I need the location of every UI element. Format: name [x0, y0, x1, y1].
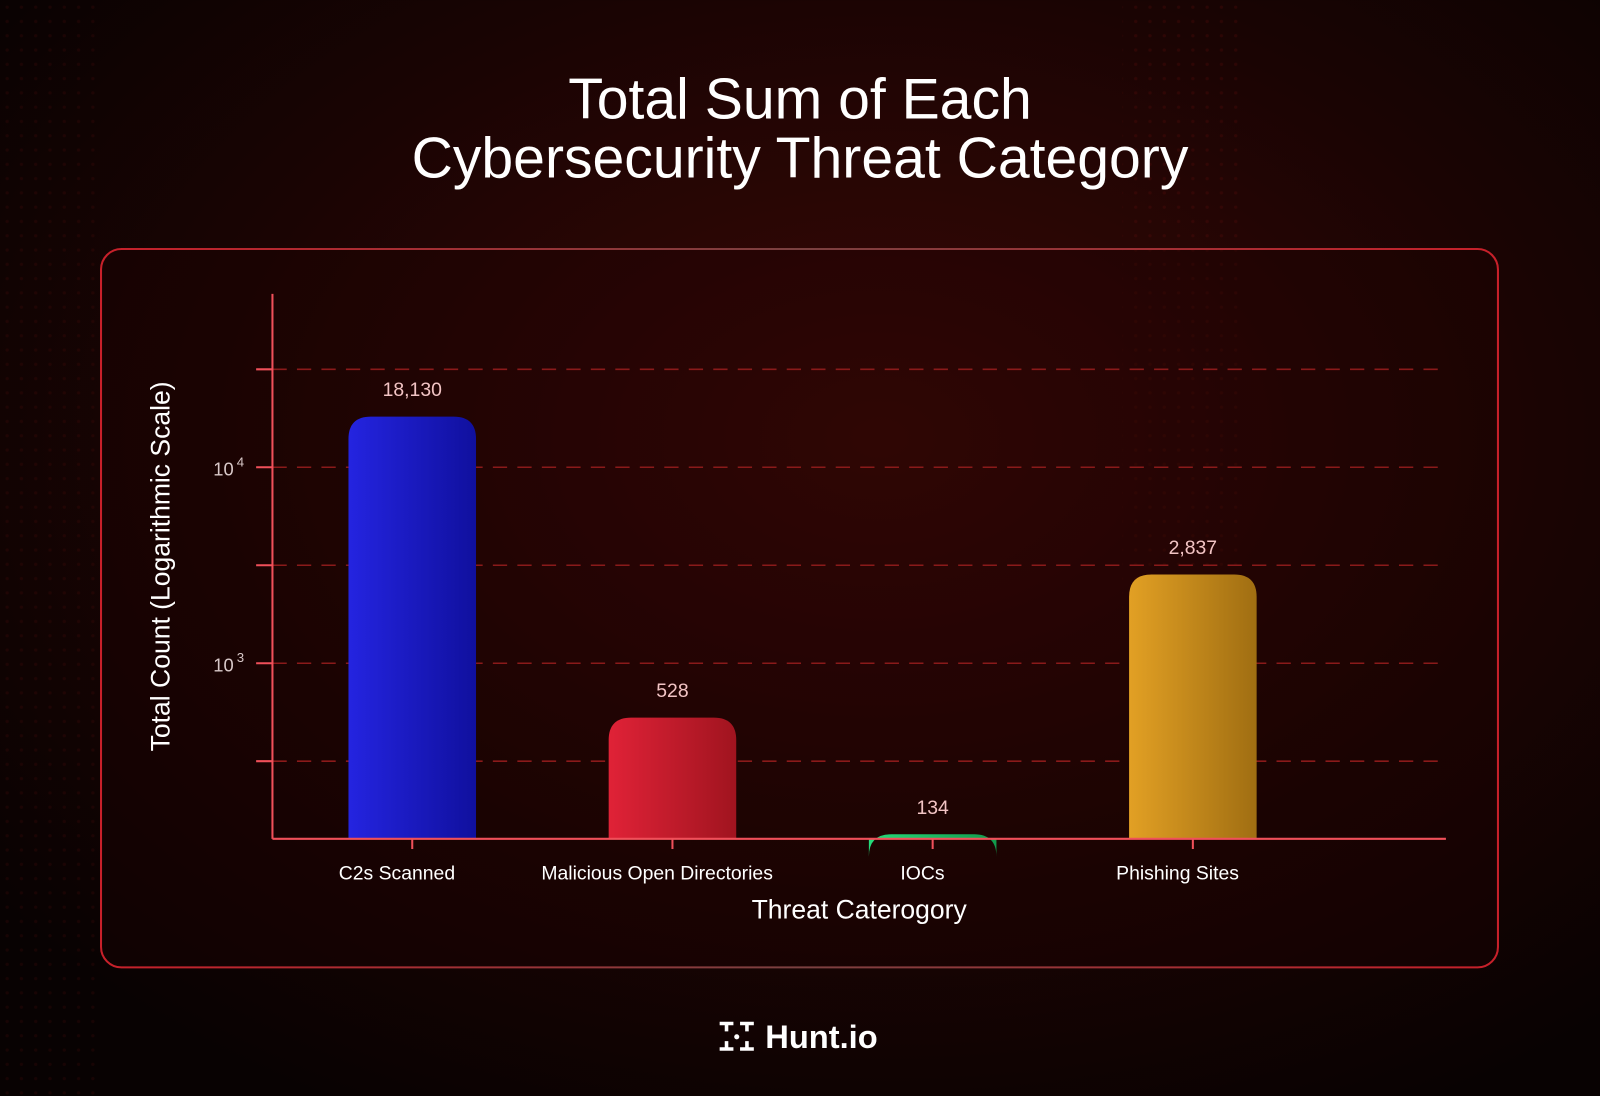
- x-axis-label: Threat Caterogory: [752, 894, 968, 924]
- axes: 10 3 10 4 C2s Scanned Malicious Open Director…: [213, 293, 1446, 885]
- x-tick-label: IOCs: [900, 863, 944, 885]
- brand: Hunt.io: [719, 1018, 878, 1055]
- bars: 18,130 528 134 2,837: [348, 379, 1257, 857]
- bar-phishing-sites: [1129, 574, 1257, 839]
- data-label: 18,130: [383, 379, 442, 401]
- chart-title-line-2: Cybersecurity Threat Category: [412, 127, 1189, 191]
- chart-panel: [100, 247, 1499, 969]
- x-tick-label: C2s Scanned: [339, 863, 455, 885]
- bar-c2s-scanned: [348, 416, 477, 839]
- y-axis-label: Total Count (Logarithmic Scale): [145, 381, 175, 751]
- hunt-logo-icon: [719, 1021, 754, 1051]
- data-label: 528: [656, 680, 688, 702]
- x-tick-label: Phishing Sites: [1116, 863, 1239, 885]
- x-tick-label: Malicious Open Directories: [541, 863, 773, 885]
- y-tick-label: 10 3: [213, 650, 244, 675]
- data-label: 134: [916, 797, 949, 819]
- background-dots: [1122, 0, 1245, 613]
- brand-name: Hunt.io: [765, 1018, 877, 1055]
- chart-title-line-1: Total Sum of Each: [568, 67, 1032, 131]
- data-label: 2,837: [1169, 537, 1218, 559]
- bar-malicious-open-directories: [608, 717, 737, 839]
- y-tick-label: 10 4: [213, 454, 244, 479]
- background-dots: [0, 0, 103, 1096]
